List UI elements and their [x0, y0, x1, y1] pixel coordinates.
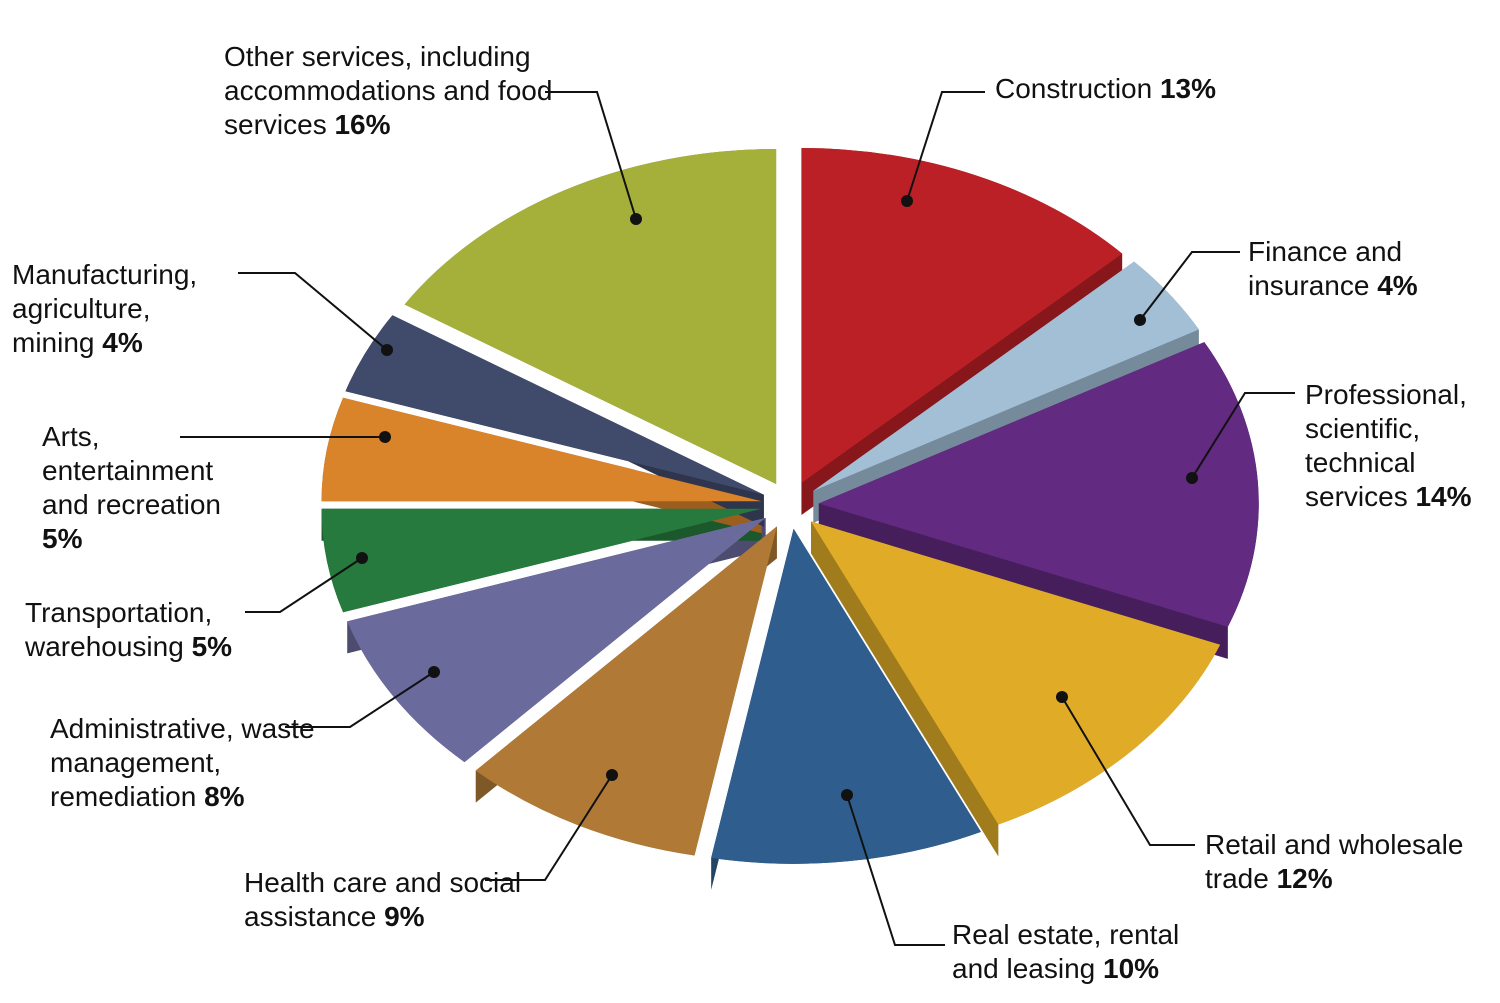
- category-label: Manufacturing, agriculture, mining: [12, 259, 198, 358]
- slice: [810, 521, 1221, 825]
- leader-line: [1061, 696, 1195, 846]
- value-label: 14%: [1415, 481, 1472, 512]
- slice-label: Other services, including accommodations…: [224, 40, 574, 142]
- leader-line: [245, 557, 363, 613]
- leader-line: [238, 272, 388, 351]
- category-label: Transportation, warehousing: [25, 597, 213, 662]
- leader-dot: [356, 552, 368, 564]
- slice: [321, 397, 762, 502]
- slice: [321, 508, 762, 613]
- slice: [475, 526, 777, 856]
- slice-label: Finance and insurance 4%: [1248, 235, 1448, 303]
- value-label: 8%: [204, 781, 245, 812]
- category-label: Professional, scientific, technical serv…: [1305, 379, 1467, 512]
- slice-label: Manufacturing, agriculture, mining 4%: [12, 258, 232, 360]
- leader-dot: [1186, 472, 1198, 484]
- slice-label: Real estate, rental and leasing 10%: [952, 918, 1214, 986]
- category-label: Administrative, waste management, remedi…: [50, 713, 315, 812]
- leader-dot: [901, 195, 913, 207]
- slice-label: Administrative, waste management, remedi…: [50, 712, 342, 814]
- leader-line: [1139, 251, 1240, 321]
- slice: [404, 148, 777, 484]
- slice-label: Arts, entertainment and recreation 5%: [42, 420, 262, 556]
- value-label: 4%: [1377, 270, 1418, 301]
- slice-tops: [321, 147, 1259, 864]
- category-label: Other services, including accommodations…: [224, 41, 553, 140]
- value-label: 5%: [191, 631, 233, 662]
- leader-dot: [1056, 691, 1068, 703]
- value-label: 10%: [1103, 953, 1160, 984]
- slice-label: Construction 13%: [995, 72, 1295, 106]
- leader-dot: [630, 213, 642, 225]
- slice: [347, 517, 766, 763]
- value-label: 4%: [102, 327, 143, 358]
- leader-dot: [1134, 314, 1146, 326]
- leader-dot: [379, 431, 391, 443]
- value-label: 12%: [1276, 863, 1333, 894]
- leader-dot: [841, 789, 853, 801]
- category-label: Finance and insurance: [1248, 236, 1403, 301]
- leader-dot: [428, 666, 440, 678]
- leader-line: [285, 671, 435, 728]
- leader-line: [906, 91, 985, 202]
- leader-line: [485, 774, 613, 881]
- category-label: Real estate, rental and leasing: [952, 919, 1180, 984]
- leader-dot: [606, 769, 618, 781]
- leader-line: [545, 91, 637, 220]
- leaders: [180, 91, 1295, 946]
- category-label: Health care and social assistance: [244, 867, 522, 932]
- slice: [345, 315, 764, 495]
- leader-line: [846, 794, 945, 946]
- slice: [801, 147, 1123, 483]
- slice: [818, 342, 1259, 627]
- category-label: Retail and wholesale trade: [1205, 829, 1464, 894]
- slice-label: Professional, scientific, technical serv…: [1305, 378, 1490, 514]
- value-label: 13%: [1159, 73, 1217, 104]
- slice: [813, 261, 1199, 491]
- value-label: 16%: [334, 109, 391, 140]
- leader-line: [1191, 392, 1295, 479]
- slice-label: Retail and wholesale trade 12%: [1205, 828, 1500, 896]
- slice-label: Health care and social assistance 9%: [244, 866, 544, 934]
- slice-label: Transportation, warehousing 5%: [25, 596, 265, 664]
- value-label: 5%: [42, 523, 83, 554]
- slice: [711, 528, 981, 864]
- category-label: Arts, entertainment and recreation: [42, 421, 222, 520]
- leader-dot: [381, 344, 393, 356]
- value-label: 9%: [384, 901, 425, 932]
- category-label: Construction: [995, 73, 1153, 104]
